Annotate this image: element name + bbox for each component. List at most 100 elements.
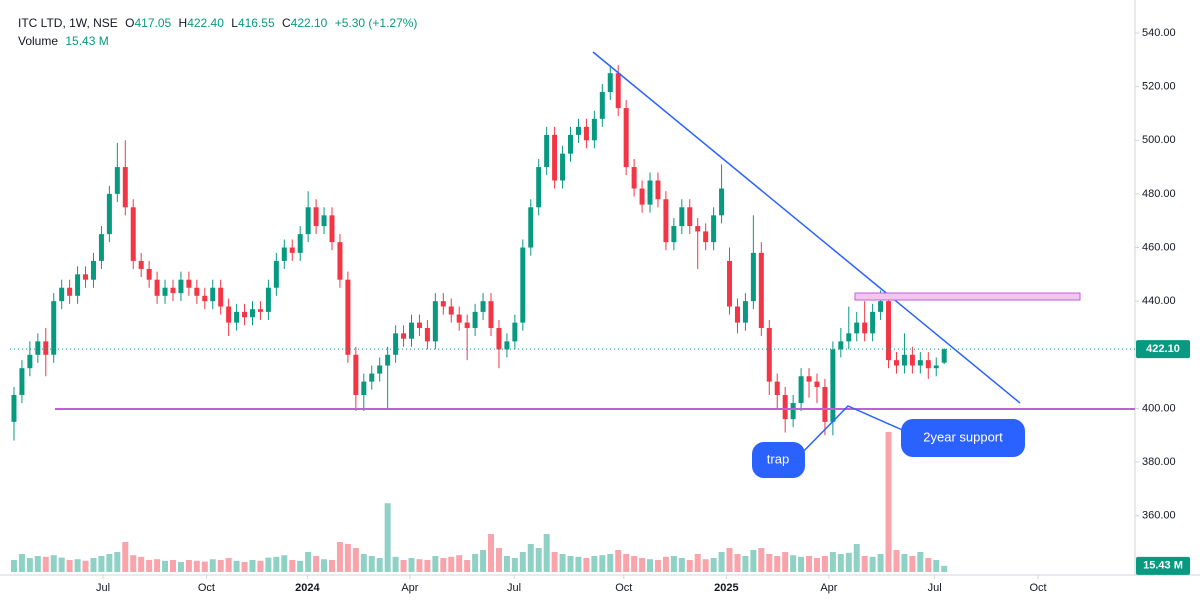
- volume-bar: [567, 556, 574, 572]
- candle-body: [504, 341, 510, 350]
- candle-body: [345, 279, 351, 355]
- volume-bar: [925, 558, 932, 572]
- candle-body: [758, 252, 764, 328]
- volume-bar: [289, 560, 296, 572]
- candle-body: [448, 306, 454, 315]
- volume-bar: [185, 560, 192, 572]
- volume-bar: [599, 555, 606, 572]
- volume-bar: [26, 558, 33, 572]
- candle-body: [273, 260, 279, 288]
- volume-bar: [225, 558, 232, 572]
- candle-body: [11, 395, 17, 422]
- candle-body: [440, 301, 446, 307]
- candle-body: [583, 126, 589, 141]
- candle-body: [234, 311, 240, 323]
- volume-bar: [336, 542, 343, 572]
- volume-bar: [583, 558, 590, 572]
- candle-body: [321, 215, 327, 227]
- candle-body: [249, 309, 255, 318]
- volume-bar: [686, 560, 693, 572]
- candle-body: [226, 306, 232, 323]
- volume-bar: [122, 542, 129, 572]
- y-tick-label: 360.00: [1142, 510, 1176, 522]
- volume-bar: [448, 556, 455, 572]
- volume-bar: [519, 552, 526, 572]
- volume-bar: [130, 555, 137, 572]
- candle-body: [488, 301, 494, 328]
- volume-bar: [344, 544, 351, 572]
- y-tick-label: 480.00: [1142, 188, 1176, 200]
- candle-body: [703, 231, 709, 243]
- x-tick-label: 2024: [295, 582, 320, 594]
- volume-bar: [495, 548, 502, 572]
- candle-body: [878, 301, 884, 312]
- candle-body: [711, 215, 717, 243]
- candle-body: [822, 386, 828, 422]
- candle-body: [925, 360, 931, 369]
- volume-bar: [607, 554, 614, 572]
- volume-bar: [10, 560, 17, 572]
- candle-body: [106, 193, 112, 235]
- y-tick-label: 460.00: [1142, 241, 1176, 253]
- volume-bar: [774, 556, 781, 572]
- volume-tag: [1136, 556, 1190, 575]
- open-value: 417.05: [134, 16, 171, 30]
- candle-body: [607, 73, 613, 92]
- candle-body: [870, 311, 876, 334]
- candle-body: [647, 180, 653, 205]
- candle-body: [814, 381, 820, 387]
- volume-bar: [74, 559, 81, 572]
- volume-bar: [758, 548, 765, 572]
- candle-body: [591, 118, 597, 141]
- candle-body: [893, 360, 899, 366]
- volume-bar: [169, 560, 176, 572]
- volume-bar: [750, 550, 757, 572]
- volume-bar: [193, 560, 200, 572]
- volume-bar: [694, 554, 701, 572]
- volume-bar: [893, 550, 900, 572]
- volume-bar: [551, 552, 558, 572]
- candle-body: [663, 199, 669, 243]
- volume-bar: [352, 548, 359, 572]
- volume-bar: [217, 560, 224, 572]
- candle-body: [337, 242, 343, 280]
- candle-body: [377, 365, 383, 374]
- candle-body: [393, 333, 399, 355]
- candle-body: [933, 365, 939, 369]
- candle-body: [798, 376, 804, 404]
- candle-body: [750, 252, 756, 302]
- candle-body: [385, 354, 391, 366]
- candle-body: [242, 311, 248, 318]
- candle-body: [544, 134, 550, 168]
- candle-body: [416, 322, 422, 328]
- volume-tag-label: 15.43 M: [1143, 560, 1183, 572]
- annotation: 2year support: [923, 429, 1003, 444]
- volume-bar: [917, 552, 924, 572]
- candle-body: [218, 287, 224, 307]
- volume-bar: [734, 554, 741, 572]
- candle-body: [154, 279, 160, 296]
- volume-bar: [90, 558, 97, 572]
- volume-bar: [416, 559, 423, 572]
- candle-body: [679, 207, 685, 227]
- x-tick-label: Oct: [198, 582, 215, 594]
- ohlc-label: H: [179, 16, 188, 30]
- candle-body: [202, 295, 208, 302]
- volume-value: 15.43 M: [65, 34, 108, 48]
- candle-body: [114, 167, 120, 194]
- candle-body: [98, 234, 104, 261]
- candle-body: [19, 368, 25, 396]
- volume-bar: [837, 554, 844, 572]
- volume-bar: [885, 432, 892, 572]
- volume-bar: [718, 552, 725, 572]
- x-tick-label: Jul: [507, 582, 521, 594]
- candle-body: [289, 247, 295, 253]
- candle-body: [854, 322, 860, 334]
- trend-line: [592, 51, 1021, 404]
- callout-box: [752, 442, 805, 478]
- volume-bar: [82, 560, 89, 572]
- callout-box: [901, 419, 1025, 457]
- candle-body: [265, 287, 271, 312]
- volume-bar: [464, 560, 471, 572]
- volume-bar: [631, 556, 638, 572]
